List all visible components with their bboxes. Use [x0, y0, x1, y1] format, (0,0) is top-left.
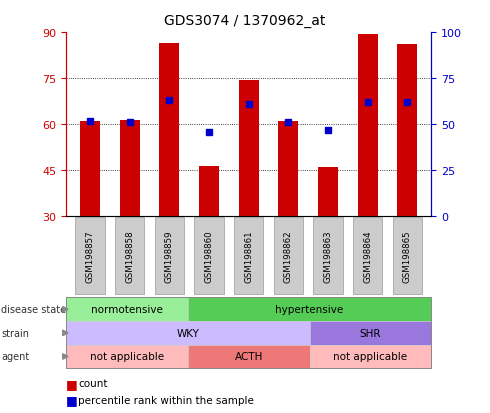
Text: strain: strain [1, 328, 29, 338]
FancyBboxPatch shape [353, 218, 382, 294]
Bar [159, 44, 179, 217]
Bar [318, 168, 338, 217]
FancyBboxPatch shape [155, 218, 184, 294]
Text: GSM198864: GSM198864 [363, 230, 372, 282]
Text: GSM198862: GSM198862 [284, 230, 293, 282]
Text: count: count [78, 378, 108, 388]
Text: GSM198865: GSM198865 [403, 230, 412, 282]
Text: GSM198860: GSM198860 [204, 230, 214, 282]
FancyBboxPatch shape [274, 218, 303, 294]
Text: not applicable: not applicable [90, 351, 164, 362]
Bar [397, 45, 417, 217]
Text: percentile rank within the sample: percentile rank within the sample [78, 395, 254, 405]
Text: hypertensive: hypertensive [275, 304, 343, 315]
Bar [358, 35, 378, 217]
Bar [80, 122, 100, 217]
FancyBboxPatch shape [234, 218, 263, 294]
Text: GDS3074 / 1370962_at: GDS3074 / 1370962_at [164, 14, 326, 28]
FancyBboxPatch shape [195, 218, 223, 294]
Text: agent: agent [1, 351, 29, 362]
Text: GSM198863: GSM198863 [323, 230, 333, 282]
Text: normotensive: normotensive [91, 304, 163, 315]
Bar [199, 166, 219, 217]
Text: ACTH: ACTH [235, 351, 263, 362]
Text: disease state: disease state [1, 304, 66, 315]
Text: ■: ■ [66, 377, 78, 390]
FancyBboxPatch shape [75, 218, 105, 294]
Bar [239, 81, 259, 217]
FancyBboxPatch shape [115, 218, 145, 294]
Bar [120, 120, 140, 217]
FancyBboxPatch shape [313, 218, 343, 294]
Text: ■: ■ [66, 393, 78, 406]
Bar [278, 122, 298, 217]
Text: GSM198857: GSM198857 [85, 230, 95, 282]
Text: SHR: SHR [360, 328, 381, 338]
Text: GSM198858: GSM198858 [125, 230, 134, 282]
Text: not applicable: not applicable [333, 351, 407, 362]
Text: GSM198859: GSM198859 [165, 230, 174, 282]
FancyBboxPatch shape [392, 218, 422, 294]
Text: WKY: WKY [176, 328, 199, 338]
Text: GSM198861: GSM198861 [244, 230, 253, 282]
